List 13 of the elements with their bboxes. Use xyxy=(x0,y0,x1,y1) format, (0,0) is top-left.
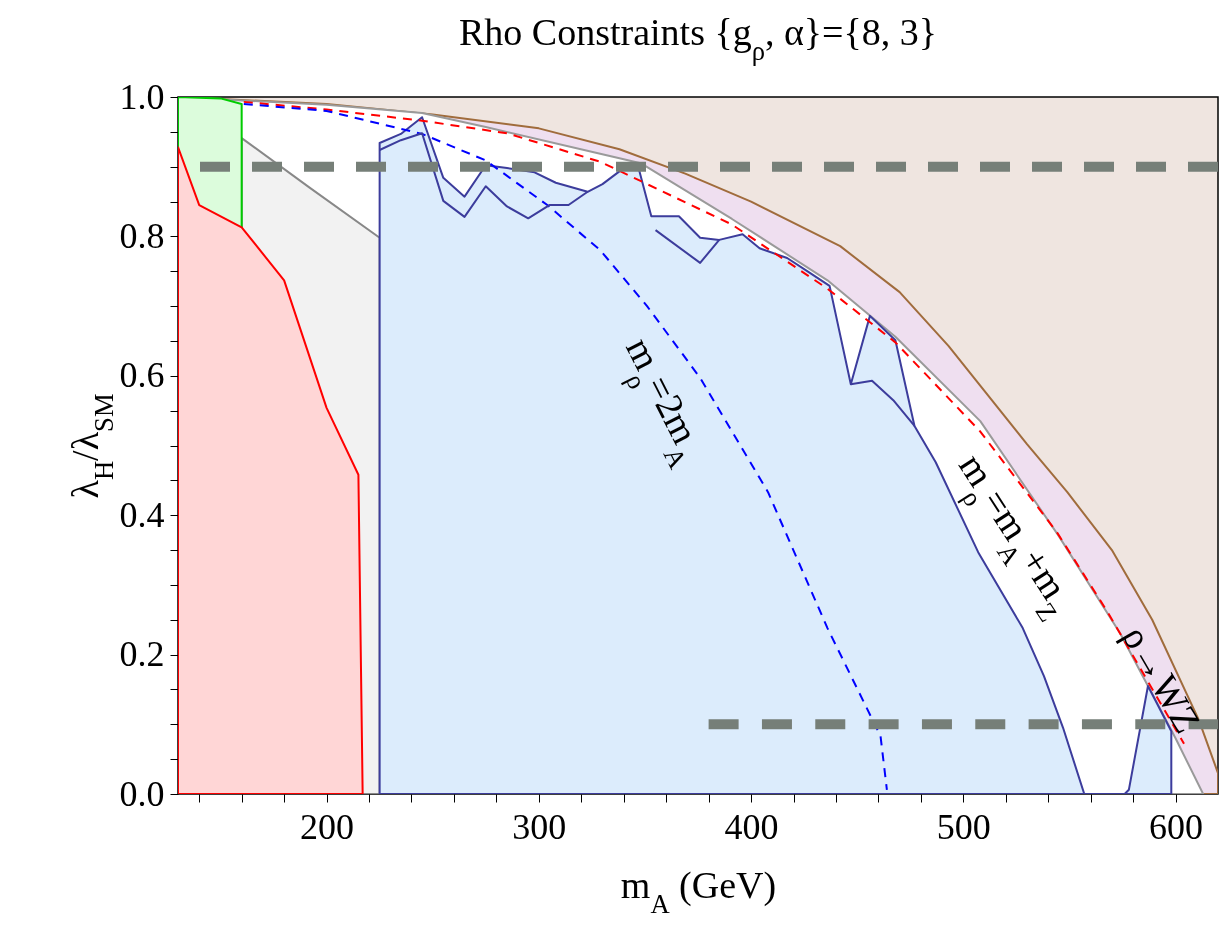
y-tick-label: 0.6 xyxy=(119,355,165,396)
chart-title: Rho Constraints {g$_{ρ}$, α}={8, 3} xyxy=(458,11,938,66)
x-tick-label: 600 xyxy=(1149,806,1204,847)
x-tick-label: 400 xyxy=(724,806,779,847)
y-tick-label: 0.2 xyxy=(119,634,165,675)
y-tick-label: 1.0 xyxy=(119,76,165,117)
y-tick-label: 0.8 xyxy=(119,215,165,256)
y-tick-label: 0.0 xyxy=(119,773,165,814)
x-tick-label: 200 xyxy=(300,806,355,847)
x-tick-label: 500 xyxy=(936,806,991,847)
x-tick-label: 300 xyxy=(512,806,567,847)
y-tick-label: 0.4 xyxy=(119,494,165,535)
x-axis-title: m$_{A}$ (GeV) xyxy=(620,863,777,919)
